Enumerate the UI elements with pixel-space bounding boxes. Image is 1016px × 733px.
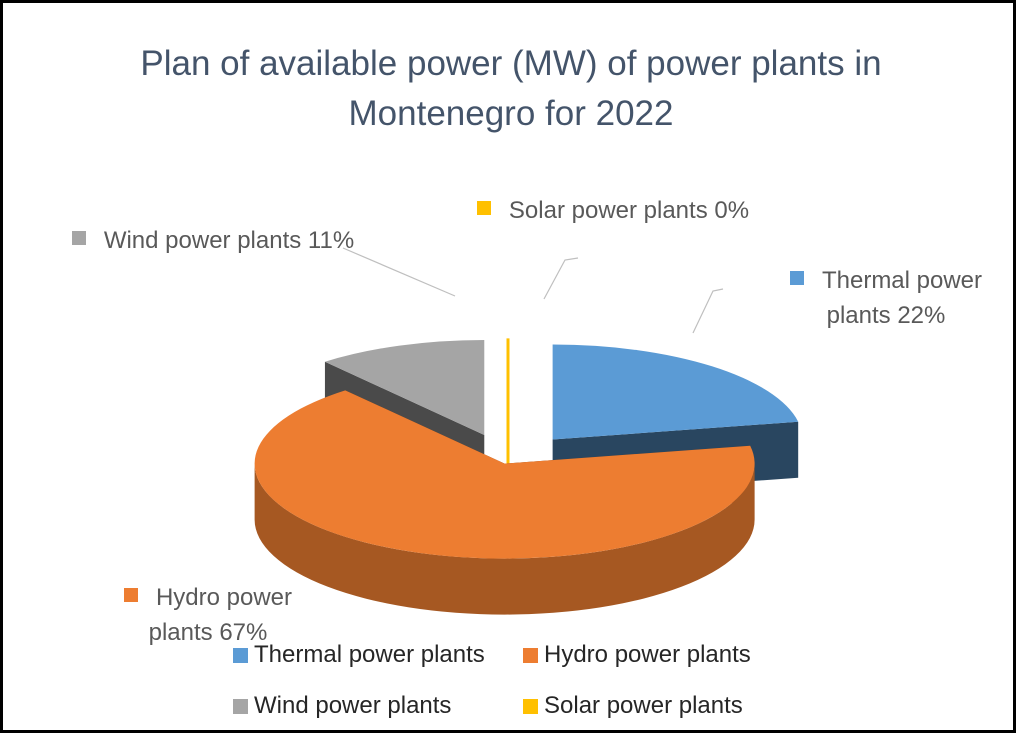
slice-top	[254, 390, 755, 559]
pie-area	[254, 247, 799, 615]
label-swatch	[123, 588, 138, 602]
legend-swatch	[233, 699, 248, 714]
label-name: Thermal power plants	[821, 267, 983, 329]
data-label: Solar power plants 0%	[448, 193, 778, 228]
data-label: Hydro power plants 67%	[93, 580, 323, 650]
label-swatch	[476, 201, 491, 215]
legend-label: Wind power plants	[254, 692, 452, 719]
slice-top	[324, 339, 485, 435]
label-value: 0%	[714, 197, 750, 224]
data-label: Wind power plants 11%	[63, 223, 363, 258]
legend-swatch	[233, 648, 248, 663]
label-name: Solar power plants	[508, 197, 708, 224]
data-label: Thermal power plants 22%	[786, 263, 986, 333]
label-value: 67%	[219, 619, 268, 646]
label-swatch	[789, 271, 804, 285]
legend-item: Wind power plants	[233, 680, 523, 730]
chart-title: Plan of available power (MW) of power pl…	[140, 44, 882, 133]
slice	[254, 390, 755, 615]
label-value: 22%	[897, 302, 946, 329]
legend-item: Thermal power plants	[233, 629, 523, 680]
legend-swatch	[523, 699, 538, 714]
leader-line	[543, 257, 579, 300]
legend-item: Solar power plants	[523, 680, 813, 730]
legend-label: Hydro power plants	[544, 641, 751, 668]
slice-side	[254, 463, 755, 615]
leader-line	[692, 288, 724, 334]
label-name: Hydro power plants	[148, 584, 293, 646]
slice-top	[552, 344, 799, 440]
label-swatch	[71, 231, 86, 245]
label-name: Wind power plants	[103, 227, 302, 254]
legend-item: Hydro power plants	[523, 629, 813, 680]
legend: Thermal power plants Hydro power plants Wi…	[233, 629, 813, 730]
leader-line	[342, 247, 456, 297]
label-value: 11%	[307, 227, 355, 254]
legend-swatch	[523, 648, 538, 663]
legend-label: Thermal power plants	[254, 641, 485, 668]
legend-label: Solar power plants	[544, 692, 743, 719]
pie	[254, 338, 799, 615]
